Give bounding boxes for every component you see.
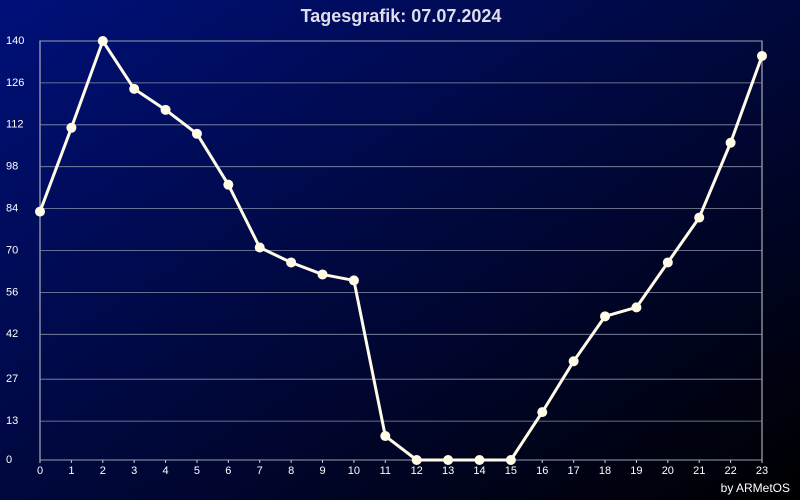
y-tick-label: 84 xyxy=(6,203,18,215)
x-tick-label: 15 xyxy=(505,465,517,477)
point xyxy=(694,212,705,223)
x-tick-label: 11 xyxy=(380,465,391,477)
point xyxy=(757,50,767,61)
y-tick-label: 98 xyxy=(6,161,18,173)
x-tick-label: 4 xyxy=(163,465,169,477)
point xyxy=(160,104,171,115)
x-tick-label: 22 xyxy=(724,465,736,477)
x-tick-label: 2 xyxy=(100,465,106,477)
point xyxy=(66,122,77,133)
point xyxy=(662,257,673,268)
x-tick-label: 17 xyxy=(568,465,580,477)
x-tick-label: 12 xyxy=(411,465,423,477)
y-tick-label: 112 xyxy=(6,119,24,131)
y-tick-label: 140 xyxy=(6,35,24,47)
point xyxy=(254,242,265,253)
point xyxy=(600,311,611,322)
point xyxy=(537,407,548,418)
credit: by ARMetOS xyxy=(721,481,790,495)
x-tick-label: 7 xyxy=(257,465,263,477)
x-tick-label: 14 xyxy=(473,465,485,477)
point xyxy=(35,206,45,217)
point xyxy=(348,275,359,286)
point xyxy=(725,137,736,148)
point xyxy=(129,83,140,94)
chart-title: Tagesgrafik: 07.07.2024 xyxy=(301,6,502,26)
x-tick-label: 3 xyxy=(131,465,137,477)
x-tick-label: 19 xyxy=(630,465,642,477)
x-tick-label: 5 xyxy=(194,465,200,477)
x-tick-label: 16 xyxy=(536,465,548,477)
x-tick-label: 10 xyxy=(348,465,360,477)
line xyxy=(38,39,764,462)
y-tick-label: 70 xyxy=(6,244,18,256)
point xyxy=(97,36,108,46)
point xyxy=(191,128,202,139)
x-tick-label: 1 xyxy=(68,465,74,477)
point xyxy=(411,455,422,465)
point xyxy=(443,455,454,465)
x-tick-label: 20 xyxy=(662,465,674,477)
point xyxy=(631,302,642,313)
y-tick-label: 13 xyxy=(6,415,18,427)
y-tick-label: 27 xyxy=(6,373,18,385)
y-tick-label: 0 xyxy=(6,454,12,466)
point xyxy=(317,269,328,280)
x-tick-label: 18 xyxy=(599,465,611,477)
point xyxy=(568,356,579,367)
y-tick-label: 126 xyxy=(6,77,24,89)
point xyxy=(505,455,516,465)
point xyxy=(286,257,297,268)
x-tick-label: 9 xyxy=(319,465,325,477)
point xyxy=(223,179,234,190)
y-tick-label: 56 xyxy=(6,286,18,298)
x-tick-label: 23 xyxy=(756,465,768,477)
point xyxy=(380,431,391,442)
x-tick-label: 8 xyxy=(288,465,294,477)
point xyxy=(474,455,485,465)
x-tick-label: 6 xyxy=(225,465,231,477)
x-tick-label: 13 xyxy=(442,465,454,477)
x-tick-label: 0 xyxy=(37,465,43,477)
x-tick-label: 21 xyxy=(693,465,705,477)
y-tick-label: 42 xyxy=(6,328,18,340)
